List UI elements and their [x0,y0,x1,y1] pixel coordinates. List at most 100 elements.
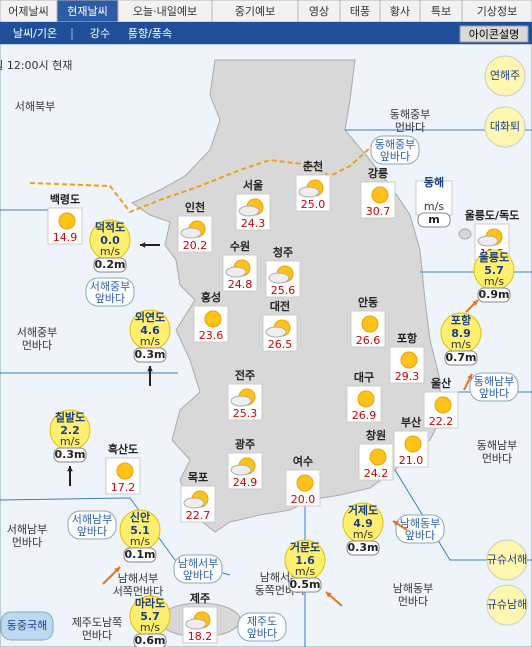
wave-box [288,577,322,593]
city-temp: 14.9 [53,231,78,244]
sun-icon [296,474,314,492]
nearshore-label: 서해남부 [72,512,112,526]
nearshore-label: 앞바다 [405,529,435,542]
city-temp: 26.5 [268,338,293,351]
sea-region-label: 서해중부 [17,325,57,339]
wind-arrow-head [147,366,153,372]
sub-tab[interactable]: 날씨/기온 [13,27,57,40]
sea-region-label: 서쪽먼바다 [113,585,164,598]
wind-speed: 8.9 [451,327,471,340]
wind-speed: 2.2 [60,424,80,437]
wave-box [93,257,127,273]
wave-box [133,633,167,647]
wave-height: 0.3m [135,348,166,361]
city-temp: 25.6 [271,284,296,297]
tab-label[interactable]: 어제날씨 [8,5,48,18]
ulleung-island [458,228,472,240]
city-name: 인천 [185,200,205,214]
dmz-line [29,145,373,214]
icon-help-button[interactable] [459,25,529,43]
city-temp: 24.8 [228,278,253,291]
wave-box [477,287,511,303]
city-name: 대구 [354,370,374,384]
city-name: 춘천 [303,159,323,173]
nearshore-label: 앞바다 [380,150,410,163]
wind-speed: 5.7 [484,264,504,277]
wind-unit: m/s [295,565,315,578]
station-name: 동해 [424,175,444,189]
wind-unit: m/s [484,275,504,288]
wave-box [53,447,87,463]
wind-speed: 4.9 [353,517,373,530]
sub-tab[interactable]: 풍향/풍속 [128,27,172,40]
region-button[interactable] [484,55,526,97]
region-button-label[interactable]: 대화퇴 [490,120,520,133]
wind-unit: m/s [130,535,150,548]
city-temp: 22.7 [186,509,211,522]
nearshore-box [237,612,287,642]
nearshore-label: 남해서부 [178,556,218,570]
station-name: 거문도 [290,540,320,554]
city-temp: 20.2 [183,239,208,252]
wind-speed: 0.0 [100,234,120,247]
city-name: 강릉 [368,166,388,180]
sub-bar [0,22,532,44]
region-button-label[interactable]: 연해주 [490,68,520,82]
cloud-icon [180,227,202,239]
icon-help-label[interactable]: 아이콘설명 [469,28,520,41]
region-button[interactable] [484,106,526,148]
tab-label[interactable]: 중기예보 [235,5,275,18]
region-button-label[interactable]: 동중국해 [7,618,47,632]
nearshore-label: 앞바다 [95,292,125,305]
sea-region-label: 먼바다 [82,629,112,642]
city-name: 여수 [293,454,313,468]
region-button-label[interactable]: 규슈서해 [487,552,527,566]
sea-region-label: 서해북부 [15,99,55,113]
wave-box [444,350,478,366]
region-button[interactable] [486,539,528,581]
sea-region-label: 먼바다 [398,595,428,608]
sea-region-label: 먼바다 [12,536,42,549]
nearshore-box [469,372,519,402]
wave-height: m [428,213,439,226]
wind-arrow-head [472,300,478,306]
city-name: 서울 [243,178,263,192]
cloud-icon [268,272,290,284]
region-button[interactable] [0,611,54,641]
sub-tab[interactable]: 강수 [90,27,110,40]
nearshore-label: 서해중부 [90,279,130,293]
sun-icon [434,396,452,414]
nearshore-label: 남해동부 [400,516,440,530]
tab-label[interactable]: 영상 [309,5,329,18]
wave-height: 0.2m [95,258,126,271]
cloud-icon [225,266,247,278]
wave-box [133,347,167,363]
cloud-icon [185,618,207,630]
sea-region-label: 남해동부 [393,581,433,595]
sea-region-label: 먼바다 [482,452,512,465]
tab-label[interactable]: 기상정보 [477,5,517,18]
region-button-label[interactable]: 규슈남해 [487,597,527,611]
sea-region-label: 동해남부 [477,438,517,452]
tab-label[interactable]: 태풍 [350,5,370,18]
sun-icon [371,186,389,204]
wind-arrow-head [67,466,73,472]
city-name: 울산 [431,376,451,390]
wave-box [417,212,451,228]
cloud-icon [183,497,205,509]
city-name: 수원 [230,239,250,253]
tab-label[interactable]: 오늘·내일예보 [133,4,197,18]
wave-height: 0.7m [446,351,477,364]
wind-arrow-head [114,567,120,573]
city-temp: 26.6 [356,334,381,347]
tab-label[interactable]: 황사 [390,5,410,18]
wind-speed: 5.7 [140,610,160,623]
tab-label[interactable]: 특보 [431,5,451,18]
sea-region-label: 먼바다 [22,339,52,352]
sun-icon [369,448,387,466]
city-temp: 25.0 [301,198,326,211]
wind-speed: 1.6 [295,554,315,567]
tab-label[interactable]: 현재날씨 [67,5,107,18]
sun-icon [116,462,134,480]
region-button[interactable] [486,584,528,626]
